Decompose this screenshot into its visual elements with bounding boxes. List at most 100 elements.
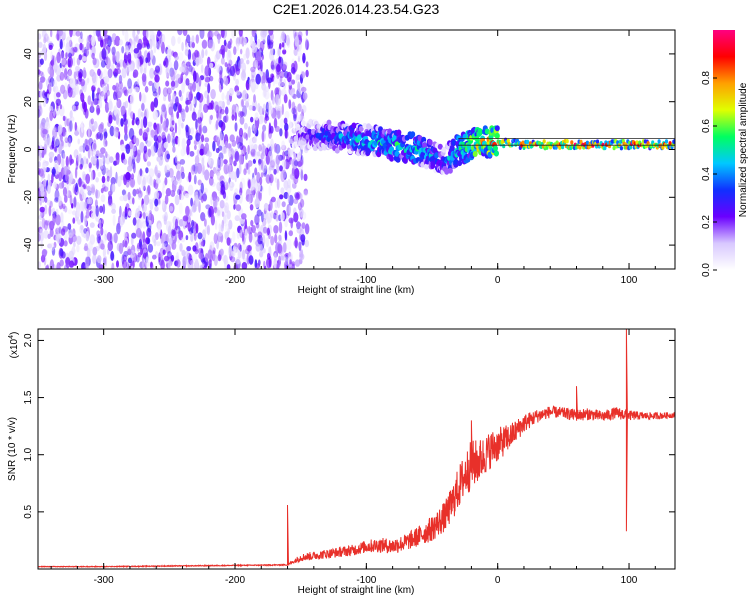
noise-blob bbox=[41, 30, 47, 39]
noise-blob bbox=[38, 118, 41, 130]
noise-blob bbox=[142, 242, 148, 249]
noise-blob bbox=[188, 228, 194, 235]
noise-blob bbox=[291, 101, 296, 112]
noise-blob bbox=[55, 98, 61, 107]
noise-blob bbox=[278, 234, 282, 241]
noise-blob bbox=[235, 90, 241, 96]
noise-blob bbox=[91, 70, 95, 79]
noise-blob bbox=[58, 144, 63, 155]
signal-blob bbox=[326, 119, 332, 126]
noise-blob bbox=[39, 76, 46, 83]
noise-blob bbox=[58, 30, 63, 37]
noise-blob bbox=[119, 216, 126, 226]
noise-blob bbox=[239, 244, 242, 252]
noise-blob bbox=[108, 100, 114, 112]
noise-blob bbox=[80, 78, 85, 87]
signal-blob bbox=[466, 143, 472, 149]
noise-blob bbox=[91, 89, 95, 102]
noise-blob bbox=[298, 36, 302, 45]
noise-blob bbox=[197, 179, 202, 186]
noise-blob bbox=[39, 89, 43, 100]
noise-blob bbox=[96, 107, 101, 115]
noise-blob bbox=[210, 89, 216, 100]
noise-blob bbox=[100, 60, 106, 68]
noise-blob bbox=[68, 176, 72, 186]
noise-blob bbox=[186, 91, 191, 101]
noise-blob bbox=[208, 39, 214, 49]
noise-blob bbox=[199, 101, 202, 112]
noise-blob bbox=[260, 60, 263, 72]
noise-blob bbox=[270, 211, 275, 219]
noise-blob bbox=[284, 110, 290, 120]
noise-blob bbox=[271, 95, 275, 105]
signal-blob bbox=[295, 146, 301, 153]
noise-blob bbox=[49, 113, 52, 124]
noise-blob bbox=[104, 86, 107, 93]
noise-blob bbox=[146, 140, 152, 147]
noise-blob bbox=[48, 151, 55, 158]
x-tick-label: 100 bbox=[621, 275, 638, 286]
noise-blob bbox=[78, 145, 84, 153]
noise-blob bbox=[189, 150, 195, 157]
noise-blob bbox=[106, 83, 110, 93]
signal-blob bbox=[427, 139, 433, 146]
noise-blob bbox=[261, 145, 268, 157]
signal-blob bbox=[451, 139, 457, 146]
noise-blob bbox=[213, 206, 218, 214]
noise-blob bbox=[212, 140, 216, 152]
snr-series-line bbox=[38, 329, 675, 569]
noise-blob bbox=[305, 39, 310, 51]
noise-blob bbox=[277, 243, 283, 254]
noise-blob bbox=[180, 73, 184, 84]
noise-blob bbox=[154, 65, 161, 73]
noise-blob bbox=[103, 138, 108, 148]
noise-blob bbox=[135, 227, 142, 238]
noise-blob bbox=[243, 132, 248, 139]
noise-blob bbox=[268, 246, 271, 254]
noise-blob bbox=[142, 211, 146, 220]
noise-blob bbox=[252, 158, 256, 164]
noise-blob bbox=[131, 232, 137, 239]
noise-blob bbox=[157, 148, 162, 158]
noise-blob bbox=[72, 217, 76, 224]
noise-blob bbox=[305, 37, 308, 49]
noise-blob bbox=[172, 51, 178, 58]
noise-blob bbox=[247, 144, 250, 155]
noise-blob bbox=[228, 87, 234, 97]
noise-blob bbox=[270, 144, 274, 153]
noise-blob bbox=[210, 114, 213, 121]
noise-blob bbox=[214, 219, 218, 231]
noise-blob bbox=[273, 212, 277, 220]
noise-blob bbox=[227, 43, 232, 49]
noise-blob bbox=[176, 111, 180, 119]
noise-blob bbox=[154, 232, 159, 241]
noise-blob bbox=[236, 135, 240, 145]
noise-blob bbox=[79, 186, 84, 195]
noise-blob bbox=[282, 64, 287, 71]
noise-blob bbox=[224, 140, 228, 149]
noise-blob bbox=[101, 175, 106, 184]
noise-blob bbox=[214, 54, 219, 63]
noise-blob bbox=[182, 30, 188, 36]
noise-blob bbox=[255, 73, 261, 85]
noise-blob bbox=[67, 86, 73, 98]
noise-blob bbox=[85, 173, 91, 184]
noise-blob bbox=[154, 198, 159, 207]
noise-blob bbox=[277, 154, 281, 163]
noise-blob bbox=[73, 149, 79, 159]
noise-blob bbox=[228, 219, 233, 230]
noise-blob bbox=[262, 248, 266, 254]
signal-blob bbox=[664, 139, 669, 144]
noise-blob bbox=[232, 231, 236, 243]
signal-blob bbox=[612, 145, 616, 151]
noise-blob bbox=[204, 76, 211, 83]
noise-blob bbox=[145, 167, 149, 174]
noise-blob bbox=[145, 57, 149, 64]
noise-blob bbox=[42, 98, 47, 108]
noise-blob bbox=[256, 51, 262, 62]
noise-blob bbox=[162, 242, 166, 250]
y-scale-factor-exponent: 4 bbox=[8, 335, 15, 339]
y-scale-factor: (x104) bbox=[8, 332, 20, 359]
noise-blob bbox=[69, 194, 73, 206]
noise-blob bbox=[276, 178, 280, 191]
